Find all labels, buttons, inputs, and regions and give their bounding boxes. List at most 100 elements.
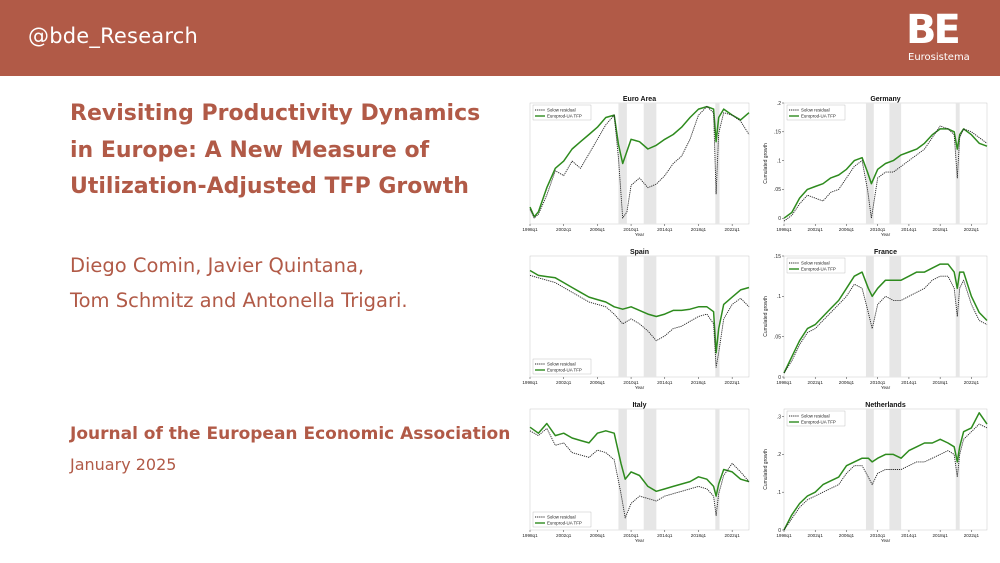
author-line: Diego Comin, Javier Quintana, <box>70 254 365 277</box>
x-tick-label: 2022q1 <box>724 533 740 538</box>
legend-box <box>532 358 592 375</box>
x-tick-label: 2022q1 <box>964 227 980 232</box>
x-tick-label: 2002q1 <box>556 533 572 538</box>
x-tick-label: 2014q1 <box>901 227 917 232</box>
x-tick-label: 2006q1 <box>839 227 855 232</box>
x-tick-label: 1998q1 <box>776 380 792 385</box>
chart-title: Euro Area <box>623 96 656 103</box>
chart-title: Spain <box>630 249 649 256</box>
y-tick-label: 0 <box>778 375 781 381</box>
chart-panel-france: France 0 .05 .1 .15 Cumulated growth 1998q1 202… <box>760 245 992 393</box>
title-line: in Europe: A New Measure of <box>70 137 430 163</box>
chart-title: France <box>874 249 897 256</box>
chart-panel-euro-area: Euro Area 1998q1 2002q1 2006q1 2010q1 2014q1 2… <box>522 92 754 240</box>
x-tick-label: 2010q1 <box>870 533 886 538</box>
x-tick-label: 2006q1 <box>590 533 606 538</box>
shaded-period <box>889 103 902 224</box>
x-tick-label: 2014q1 <box>901 380 917 385</box>
y-axis-label: Cumulated growth <box>763 296 769 337</box>
x-tick-label: 2018q1 <box>691 380 707 385</box>
shaded-period <box>889 256 902 377</box>
y-tick-label: .15 <box>774 130 781 136</box>
shaded-period <box>715 103 720 224</box>
x-tick-label: 1998q1 <box>522 380 538 385</box>
y-tick-label: .3 <box>777 414 781 420</box>
x-tick-label: 2006q1 <box>839 380 855 385</box>
x-tick-label: 2002q1 <box>556 380 572 385</box>
x-tick-label: 2014q1 <box>657 533 673 538</box>
x-tick-label: 2010q1 <box>870 380 886 385</box>
handle-text: @bde_Research <box>28 24 199 48</box>
x-axis-label: Year <box>881 538 891 543</box>
legend-box <box>532 511 592 528</box>
shaded-period <box>865 256 874 377</box>
plot-frame <box>783 408 988 531</box>
x-axis-label: Year <box>635 385 645 390</box>
x-tick-label: 1998q1 <box>776 227 792 232</box>
x-tick-label: 2006q1 <box>590 380 606 385</box>
chart-svg: Spain 1998q1 2002q1 2006q1 2010q1 2014q1 2018q… <box>522 249 750 390</box>
y-tick-label: .1 <box>777 490 781 496</box>
chart-svg: Netherlands 0 .1 .2 .3 Cumulated growth 1998q1… <box>763 402 988 543</box>
series-line-europrod-ua-tfp <box>783 412 988 531</box>
series-line-solow-residual <box>783 423 988 531</box>
shaded-period <box>715 256 720 377</box>
legend-label: Europrod-UA TFP <box>801 114 836 119</box>
y-tick-label: .05 <box>774 334 781 340</box>
legend-label: Solow residual <box>547 108 576 113</box>
shaded-period <box>643 256 657 377</box>
title-line: Utilization-Adjusted TFP Growth <box>70 174 469 199</box>
x-tick-label: 2022q1 <box>724 227 740 232</box>
legend-label: Solow residual <box>801 108 830 113</box>
y-tick-label: 0 <box>778 216 781 222</box>
series-line-solow-residual <box>529 427 750 519</box>
x-tick-label: 2006q1 <box>839 533 855 538</box>
y-tick-label: 0 <box>778 528 781 534</box>
x-tick-label: 2002q1 <box>808 227 824 232</box>
x-tick-label: 2010q1 <box>623 533 639 538</box>
legend-box <box>532 104 592 121</box>
x-tick-label: 2022q1 <box>964 380 980 385</box>
paper-title: Revisiting Productivity Dynamics in Euro… <box>70 96 500 206</box>
chart-panel-spain: Spain 1998q1 2002q1 2006q1 2010q1 2014q1 2018q… <box>522 245 754 393</box>
shaded-period <box>955 103 960 224</box>
legend-box <box>786 410 846 427</box>
chart-svg: Euro Area 1998q1 2002q1 2006q1 2010q1 2014q1 2… <box>522 96 750 237</box>
chart-title: Netherlands <box>865 402 906 409</box>
chart-svg: Germany 0 .05 .1 .15 .2 Cumulated growth 1998q1… <box>763 96 988 237</box>
x-tick-label: 2022q1 <box>964 533 980 538</box>
chart-svg: Italy 1998q1 2002q1 2006q1 2010q1 2014q1 2018q… <box>522 402 750 543</box>
chart-panel-netherlands: Netherlands 0 .1 .2 .3 Cumulated growth 1998q1… <box>760 398 992 546</box>
x-tick-label: 2022q1 <box>808 380 824 385</box>
series-line-europrod-ua-tfp <box>529 422 750 497</box>
x-tick-label: 2014q1 <box>657 380 673 385</box>
x-tick-label: 2002q1 <box>556 227 572 232</box>
chart-svg: France 0 .05 .1 .15 Cumulated growth 1998q1 202… <box>763 249 988 390</box>
legend-box <box>786 104 846 121</box>
legend-label: Solow residual <box>547 362 576 367</box>
series-line-solow-residual <box>529 106 750 219</box>
shaded-period <box>715 409 720 530</box>
shaded-period <box>865 409 874 530</box>
x-tick-label: 2022q1 <box>724 380 740 385</box>
logo-subtitle: Eurosistema <box>908 52 970 63</box>
x-tick-label: 2018q1 <box>691 227 707 232</box>
shaded-period <box>643 409 657 530</box>
series-line-solow-residual <box>529 274 750 368</box>
legend-label: Europrod-UA TFP <box>547 521 582 526</box>
x-axis-label: Year <box>635 232 645 237</box>
y-tick-label: .15 <box>774 254 781 260</box>
series-line-europrod-ua-tfp <box>529 269 750 354</box>
header-banner: @bde_Research BE Eurosistema <box>0 0 1000 76</box>
series-line-europrod-ua-tfp <box>783 128 988 219</box>
y-tick-label: .05 <box>774 187 781 193</box>
legend-label: Europrod-UA TFP <box>801 267 836 272</box>
y-tick-label: .2 <box>777 452 781 458</box>
y-tick-label: .1 <box>777 294 781 300</box>
series-line-solow-residual <box>783 125 988 222</box>
shaded-period <box>955 256 960 377</box>
series-line-europrod-ua-tfp <box>783 263 988 374</box>
title-line: Revisiting Productivity Dynamics <box>70 101 481 126</box>
x-tick-label: 1998q1 <box>522 533 538 538</box>
chart-panel-germany: Germany 0 .05 .1 .15 .2 Cumulated growth 1998q1… <box>760 92 992 240</box>
